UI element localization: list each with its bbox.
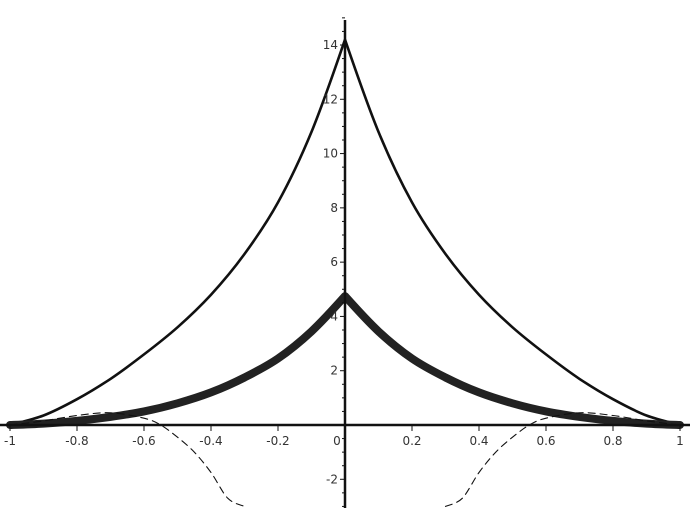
y-tick-label: 14: [323, 38, 338, 52]
x-tick-label: -1: [4, 434, 16, 448]
series-dashed-2: [9, 412, 246, 507]
x-tick-label: 0: [333, 434, 341, 448]
x-tick-label: -0.8: [65, 434, 88, 448]
y-tick-label: 10: [323, 147, 338, 161]
x-tick-label: 1: [676, 434, 684, 448]
y-tick-label: 2: [330, 364, 338, 378]
x-tick-label: -0.4: [199, 434, 222, 448]
x-tick-label: -0.2: [266, 434, 289, 448]
x-tick-label: 0.2: [402, 434, 421, 448]
y-ticks: -2 2 4 6 8 10 12 14: [323, 17, 345, 507]
series-dashed-3: [444, 412, 681, 507]
x-tick-label: -0.6: [132, 434, 155, 448]
x-ticks: -1 -0.8 -0.6 -0.4 -0.2 0 0.2 0.4 0.6 0.8 1: [4, 425, 684, 448]
y-tick-label: -2: [326, 472, 338, 486]
y-tick-label: 12: [323, 92, 338, 106]
y-tick-label: 6: [330, 255, 338, 269]
x-tick-label: 0.8: [603, 434, 622, 448]
y-tick-label: 8: [330, 201, 338, 215]
x-tick-label: 0.4: [469, 434, 488, 448]
y-tick-label: 4: [330, 309, 338, 323]
x-tick-label: 0.6: [536, 434, 555, 448]
